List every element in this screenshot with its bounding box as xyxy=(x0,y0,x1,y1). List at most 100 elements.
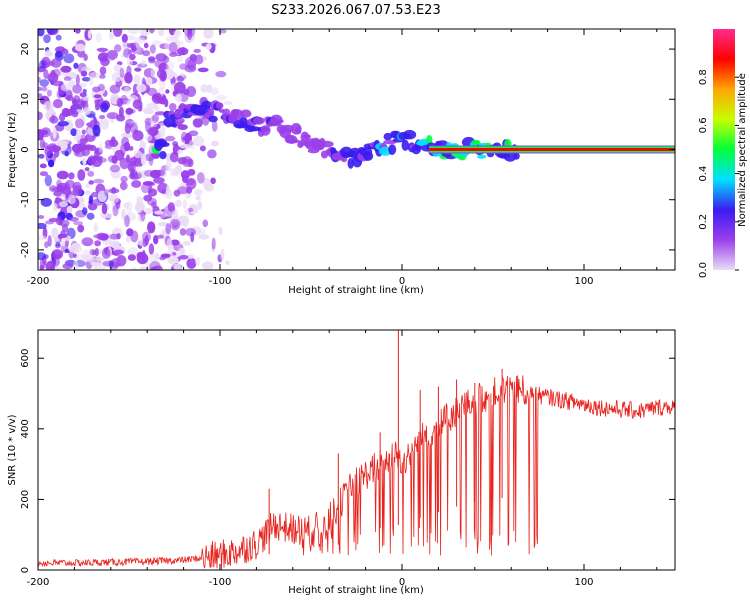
spectrogram-y-axis: -20 -10 0 10 20 xyxy=(20,43,675,258)
heatmap-cell xyxy=(64,181,71,193)
heatmap-cell xyxy=(38,111,43,121)
y-tick-label: 200 xyxy=(20,490,31,509)
heatmap-cell xyxy=(123,202,130,209)
heatmap-cell xyxy=(124,215,130,227)
heatmap-cell xyxy=(230,109,244,121)
heatmap-cell xyxy=(148,154,154,166)
heatmap-cell xyxy=(157,221,169,227)
heatmap-cell xyxy=(108,260,114,269)
heatmap-cell xyxy=(260,125,271,136)
heatmap-cell xyxy=(88,180,94,185)
heatmap-cell xyxy=(82,207,88,215)
heatmap-cell xyxy=(52,127,57,139)
heatmap-cell xyxy=(94,103,101,111)
heatmap-cell xyxy=(202,261,214,270)
heatmap-cell xyxy=(142,231,151,243)
heatmap-cell xyxy=(145,77,153,86)
x-tick-label: 0 xyxy=(399,276,405,287)
heatmap-cell xyxy=(74,118,85,129)
heatmap-cell xyxy=(170,168,176,177)
heatmap-cell xyxy=(46,89,52,97)
heatmap-cell xyxy=(403,129,417,140)
heatmap-cell xyxy=(195,256,201,266)
colorbar-tick-label: 0.8 xyxy=(698,69,709,85)
heatmap-cell xyxy=(146,87,158,97)
heatmap-cell xyxy=(201,100,212,109)
heatmap-cell xyxy=(119,181,128,191)
heatmap-cell xyxy=(182,240,191,246)
heatmap-cell xyxy=(123,86,130,94)
heatmap-cell xyxy=(80,70,88,77)
heatmap-cell xyxy=(73,221,83,226)
heatmap-cell xyxy=(151,114,159,123)
heatmap-cell xyxy=(401,139,410,151)
heatmap-cell xyxy=(125,107,134,115)
x-tick-label: 100 xyxy=(574,276,593,287)
heatmap-cell xyxy=(138,266,147,270)
heatmap-cell xyxy=(79,92,87,98)
heatmap-cell xyxy=(182,199,188,209)
heatmap-cell xyxy=(60,240,66,247)
heatmap-cell xyxy=(127,29,140,35)
snr-y-axis: 0 200 400 600 xyxy=(20,349,675,573)
heatmap-cell xyxy=(83,107,91,115)
snr-x-axis: -200 -100 0 100 xyxy=(27,330,658,588)
heatmap-cell xyxy=(164,98,169,108)
heatmap-cell xyxy=(174,81,186,94)
heatmap-cell xyxy=(140,209,146,222)
heatmap-cell xyxy=(109,240,120,248)
heatmap-cell xyxy=(98,142,103,154)
heatmap-cell xyxy=(53,266,63,270)
heatmap-cell xyxy=(513,152,520,160)
heatmap-cell xyxy=(202,219,209,228)
heatmap-cell xyxy=(153,177,165,184)
heatmap-cell xyxy=(39,163,47,169)
heatmap-cell xyxy=(81,249,91,261)
heatmap-cell xyxy=(60,48,69,55)
heatmap-cell xyxy=(179,144,192,149)
heatmap-cell xyxy=(131,180,142,188)
colorbar-tick-label: 0.6 xyxy=(698,117,709,133)
heatmap-cell xyxy=(149,261,161,270)
heatmap-cell xyxy=(78,114,85,119)
heatmap-cell xyxy=(100,56,110,67)
heatmap-cell xyxy=(104,144,113,149)
heatmap-cell xyxy=(72,84,82,94)
heatmap-cell xyxy=(127,164,134,171)
colorbar-tick-label: 0.2 xyxy=(698,214,709,230)
snr-series xyxy=(37,330,676,571)
heatmap-cell xyxy=(116,255,127,267)
heatmap-cell xyxy=(73,260,79,270)
heatmap-cell xyxy=(155,92,162,104)
heatmap-cell xyxy=(165,89,170,94)
heatmap-cell xyxy=(53,148,60,158)
heatmap-cell xyxy=(47,159,55,168)
colorbar-tick-label: 0.0 xyxy=(698,262,709,278)
heatmap-cell xyxy=(89,76,94,86)
heatmap-cell xyxy=(173,30,182,36)
heatmap-cell xyxy=(303,134,311,140)
heatmap-cell xyxy=(141,250,146,262)
heatmap-cell xyxy=(174,93,183,102)
heatmap-cell xyxy=(82,157,87,166)
heatmap-cell xyxy=(176,75,185,82)
heatmap-cell xyxy=(46,29,58,35)
heatmap-cell xyxy=(87,29,92,39)
heatmap-cell xyxy=(136,165,141,174)
heatmap-cell xyxy=(39,60,46,69)
heatmap-cell xyxy=(38,252,46,261)
heatmap-cell xyxy=(159,256,166,261)
heatmap-cell xyxy=(75,74,80,86)
x-tick-label: 100 xyxy=(574,577,593,588)
heatmap-cell xyxy=(70,128,78,137)
heatmap-cell xyxy=(155,53,167,62)
heatmap-cell xyxy=(132,171,142,180)
heatmap-cell xyxy=(168,42,178,54)
x-tick-label: -100 xyxy=(209,276,232,287)
heatmap-cell xyxy=(44,241,49,249)
heatmap-cell xyxy=(51,227,59,239)
heatmap-cell xyxy=(111,186,117,194)
heatmap-cell xyxy=(51,249,63,260)
heatmap-cell xyxy=(99,66,107,75)
